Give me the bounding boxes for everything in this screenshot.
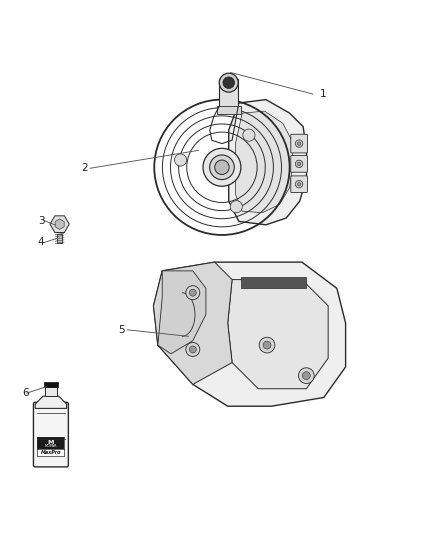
Text: 5: 5 (119, 325, 125, 335)
FancyBboxPatch shape (33, 402, 68, 467)
Circle shape (302, 372, 310, 379)
Bar (57, 234, 62, 244)
Circle shape (295, 181, 303, 188)
Circle shape (297, 182, 301, 186)
Text: 4: 4 (38, 238, 44, 247)
Text: M: M (48, 440, 54, 445)
FancyBboxPatch shape (291, 156, 307, 172)
Circle shape (297, 142, 301, 146)
Bar (241, 277, 306, 288)
Bar (45, 386, 57, 396)
Text: MaxPro: MaxPro (41, 450, 61, 455)
Text: 1: 1 (319, 89, 326, 99)
Circle shape (243, 129, 255, 141)
Circle shape (259, 337, 275, 353)
Text: 3: 3 (38, 216, 44, 225)
Circle shape (223, 77, 234, 88)
Circle shape (189, 289, 196, 296)
Circle shape (186, 343, 200, 357)
Circle shape (295, 140, 303, 147)
Circle shape (174, 154, 187, 166)
Polygon shape (236, 111, 293, 213)
Bar (216, 107, 241, 115)
Bar (37, 449, 64, 456)
Circle shape (230, 200, 242, 213)
Circle shape (186, 286, 200, 300)
Polygon shape (153, 262, 232, 384)
Circle shape (298, 368, 314, 384)
Circle shape (263, 341, 271, 349)
Circle shape (219, 73, 238, 92)
Circle shape (210, 155, 234, 180)
Text: 6: 6 (22, 388, 29, 398)
Polygon shape (158, 271, 206, 354)
Bar (44, 382, 58, 387)
Circle shape (215, 160, 229, 174)
Circle shape (203, 148, 241, 186)
Text: MOPAR: MOPAR (45, 443, 57, 448)
FancyBboxPatch shape (291, 134, 307, 153)
Bar (37, 437, 64, 449)
Bar (219, 79, 238, 110)
Polygon shape (35, 396, 67, 408)
Polygon shape (153, 262, 346, 406)
Circle shape (295, 160, 303, 167)
Bar (37, 437, 64, 456)
Circle shape (297, 162, 301, 166)
Polygon shape (228, 280, 328, 389)
FancyBboxPatch shape (291, 176, 307, 192)
Polygon shape (229, 100, 307, 225)
Text: 2: 2 (81, 163, 88, 173)
Circle shape (189, 346, 196, 353)
